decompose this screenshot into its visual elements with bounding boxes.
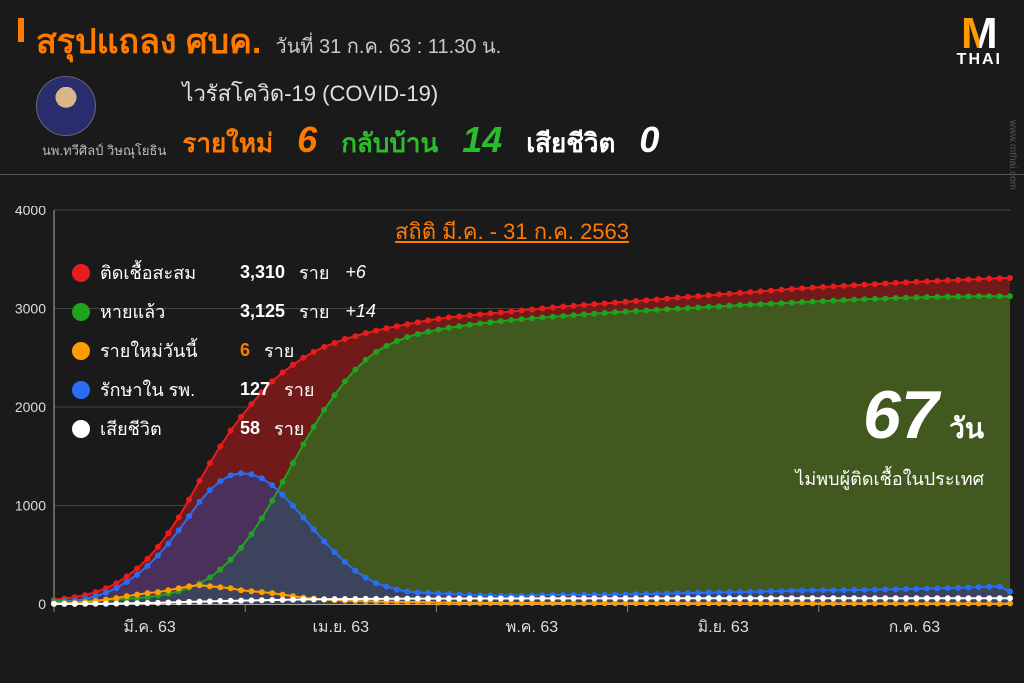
logo-letter: M	[957, 16, 1002, 51]
summary-col: ไวรัสโควิด-19 (COVID-19) รายใหม่ 6 กลับบ…	[182, 76, 1006, 164]
legend-value: 3,125	[240, 301, 285, 322]
svg-text:มิ.ย. 63: มิ.ย. 63	[698, 619, 749, 636]
page-title: สรุปแถลง ศบค.	[36, 14, 261, 68]
legend-confirmed: ติดเชื้อสะสม 3,310 ราย +6	[72, 258, 376, 287]
svg-text:3000: 3000	[15, 301, 46, 317]
title-row: สรุปแถลง ศบค. วันที่ 31 ก.ค. 63 : 11.30 …	[18, 14, 1006, 68]
deaths-label: เสียชีวิต	[526, 123, 615, 164]
legend-unit: ราย	[299, 258, 329, 287]
presenter-block: นพ.ทวีศิลป์ วิษณุโยธิน ไวรัสโควิด-19 (CO…	[18, 76, 1006, 164]
watermark: www.mthai.com	[1007, 120, 1018, 190]
days-clear-unit: วัน	[949, 407, 984, 451]
presenter-name: นพ.ทวีศิลป์ วิษณุโยธิน	[42, 140, 166, 161]
svg-text:0: 0	[38, 596, 46, 612]
svg-text:ก.ค. 63: ก.ค. 63	[889, 619, 941, 636]
legend-unit: ราย	[299, 297, 329, 326]
svg-text:4000: 4000	[15, 206, 46, 218]
svg-text:1000: 1000	[15, 498, 46, 514]
dot-icon	[72, 342, 90, 360]
svg-text:เม.ย. 63: เม.ย. 63	[313, 619, 370, 636]
legend-label: ติดเชื้อสะสม	[100, 258, 230, 287]
svg-text:2000: 2000	[15, 399, 46, 415]
days-clear-block: 67 วัน ไม่พบผู้ติดเชื้อในประเทศ	[795, 376, 984, 493]
accent-bar	[18, 18, 24, 42]
brand-logo: M THAI	[957, 16, 1002, 69]
dot-icon	[72, 303, 90, 321]
days-clear-subtext: ไม่พบผู้ติดเชื้อในประเทศ	[795, 464, 984, 493]
legend-value: 58	[240, 418, 260, 439]
legend-label: เสียชีวิต	[100, 414, 230, 443]
virus-label: ไวรัสโควิด-19 (COVID-19)	[182, 76, 1006, 111]
header: สรุปแถลง ศบค. วันที่ 31 ก.ค. 63 : 11.30 …	[0, 0, 1024, 175]
legend-value: 6	[240, 340, 250, 361]
chart-legend: ติดเชื้อสะสม 3,310 ราย +6 หายแล้ว 3,125 …	[72, 258, 376, 453]
summary-stats: รายใหม่ 6 กลับบ้าน 14 เสียชีวิต 0	[182, 119, 1006, 164]
svg-text:มี.ค. 63: มี.ค. 63	[123, 618, 175, 636]
legend-label: หายแล้ว	[100, 297, 230, 326]
dot-icon	[72, 264, 90, 282]
legend-delta: +14	[345, 301, 376, 322]
legend-label: รายใหม่วันนี้	[100, 336, 230, 365]
recovered-label: กลับบ้าน	[341, 123, 438, 164]
legend-value: 127	[240, 379, 270, 400]
presenter-col: นพ.ทวีศิลป์ วิษณุโยธิน	[36, 76, 166, 161]
new-cases-label: รายใหม่	[182, 123, 273, 164]
recovered-value: 14	[462, 119, 502, 161]
svg-text:พ.ค. 63: พ.ค. 63	[506, 619, 558, 636]
deaths-value: 0	[639, 119, 659, 161]
new-cases-value: 6	[297, 119, 317, 161]
presenter-avatar	[36, 76, 96, 136]
chart-area: สถิติ มี.ค. - 31 ก.ค. 2563 ติดเชื้อสะสม …	[0, 206, 1024, 646]
legend-hospital: รักษาใน รพ. 127 ราย	[72, 375, 376, 404]
legend-new-today: รายใหม่วันนี้ 6 ราย	[72, 336, 376, 365]
legend-value: 3,310	[240, 262, 285, 283]
legend-delta: +6	[345, 262, 366, 283]
legend-unit: ราย	[264, 336, 294, 365]
infographic-root: สรุปแถลง ศบค. วันที่ 31 ก.ค. 63 : 11.30 …	[0, 0, 1024, 683]
legend-label: รักษาใน รพ.	[100, 375, 230, 404]
page-subtitle: วันที่ 31 ก.ค. 63 : 11.30 น.	[275, 30, 501, 62]
legend-unit: ราย	[274, 414, 304, 443]
chart-title: สถิติ มี.ค. - 31 ก.ค. 2563	[395, 214, 629, 249]
legend-recovered: หายแล้ว 3,125 ราย +14	[72, 297, 376, 326]
legend-unit: ราย	[284, 375, 314, 404]
dot-icon	[72, 420, 90, 438]
days-clear-number: 67	[863, 376, 939, 454]
legend-deaths: เสียชีวิต 58 ราย	[72, 414, 376, 443]
dot-icon	[72, 381, 90, 399]
logo-subtext: THAI	[957, 51, 1002, 69]
